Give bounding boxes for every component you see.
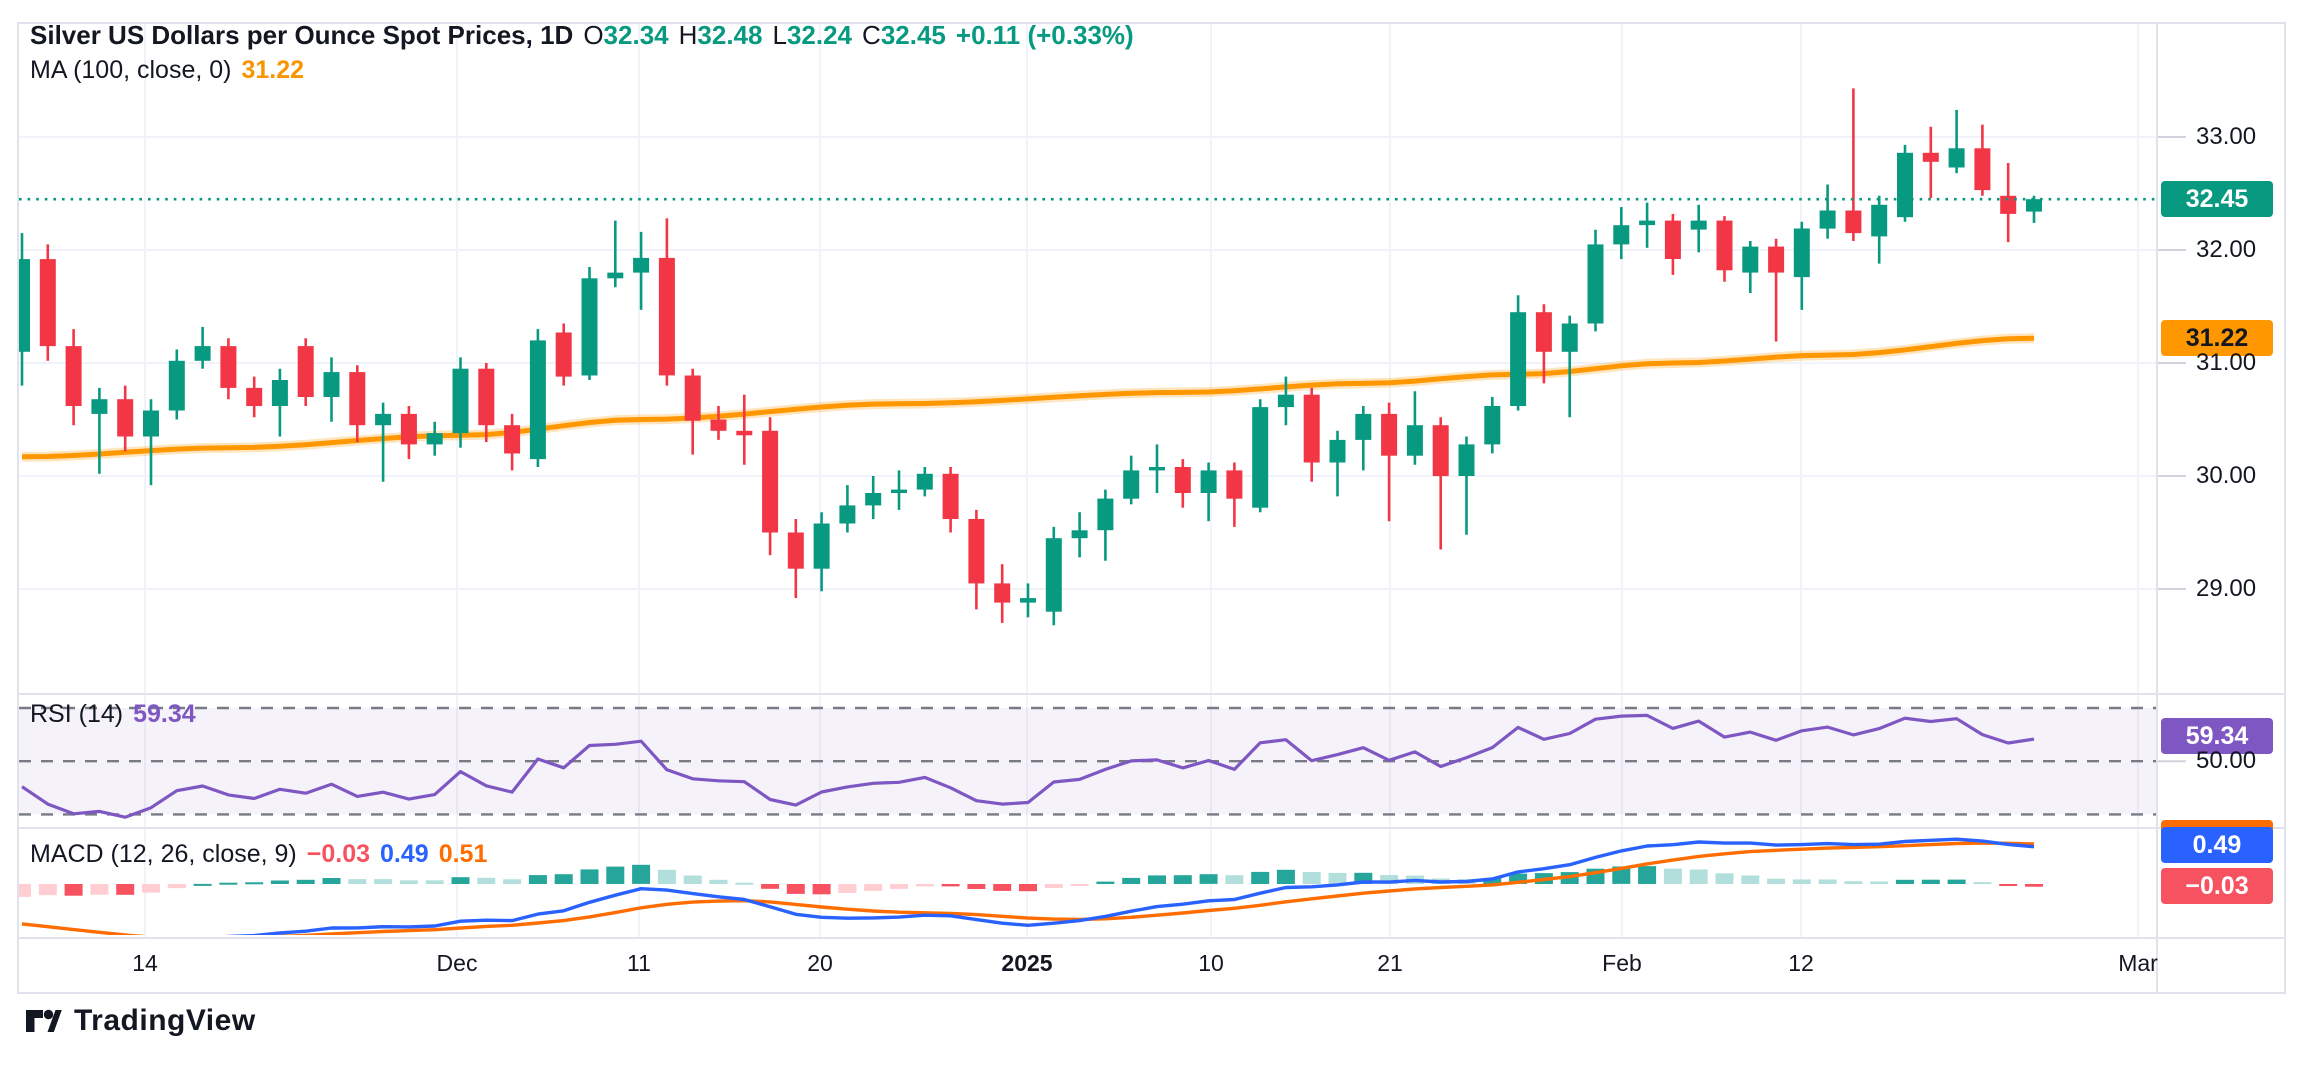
tradingview-logo-text: TradingView — [74, 1004, 256, 1037]
tradingview-logo[interactable]: TradingView — [24, 1002, 256, 1040]
tradingview-mark-icon — [26, 1009, 62, 1032]
